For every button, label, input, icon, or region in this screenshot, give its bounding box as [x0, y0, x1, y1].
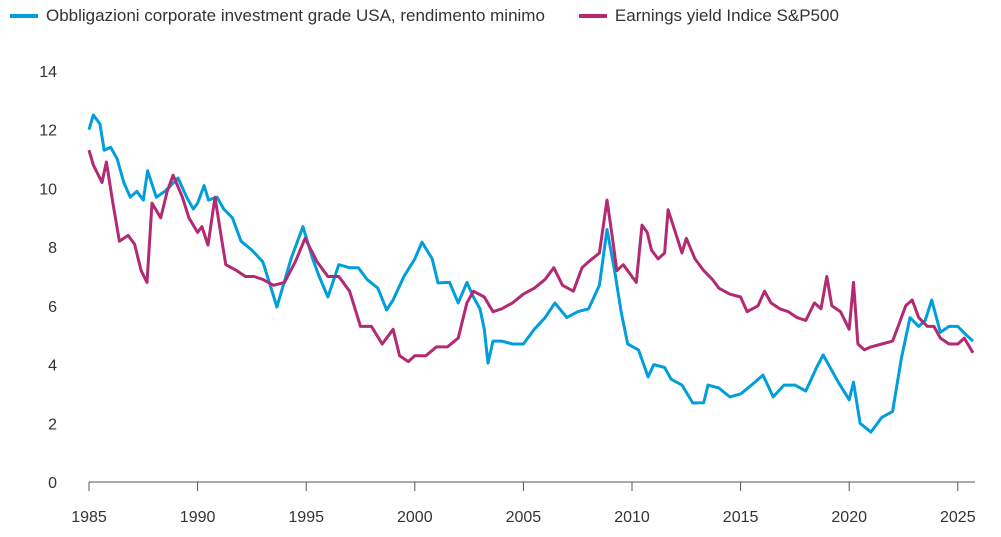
- series-line-sp500-earnings-yield: [87, 149, 975, 364]
- legend-item-earnings-yield: Earnings yield Indice S&P500: [578, 6, 839, 26]
- x-tick-label: 2005: [506, 509, 542, 526]
- x-tick-label: 1995: [288, 509, 324, 526]
- y-tick-label: 4: [48, 358, 57, 375]
- legend-swatch-blue: [10, 14, 38, 18]
- y-tick-label: 0: [48, 475, 57, 492]
- x-tick-label: 1985: [71, 509, 107, 526]
- y-tick-label: 2: [48, 416, 57, 433]
- y-tick-label: 8: [48, 240, 57, 257]
- legend-swatch-magenta: [578, 14, 607, 18]
- y-tick-label: 14: [39, 64, 57, 81]
- x-tick-label: 1990: [180, 509, 216, 526]
- series-line-corporate-bond-yield: [87, 113, 975, 434]
- legend: Obbligazioni corporate investment grade …: [10, 6, 839, 26]
- x-tick-label: 2020: [831, 509, 867, 526]
- x-tick-label: 2025: [940, 509, 976, 526]
- y-tick-label: 12: [39, 123, 57, 140]
- y-tick-label: 10: [39, 181, 57, 198]
- legend-item-corporate-bonds: Obbligazioni corporate investment grade …: [10, 6, 545, 26]
- legend-label: Obbligazioni corporate investment grade …: [46, 6, 545, 25]
- y-tick-label: 6: [48, 299, 57, 316]
- x-tick-label: 2010: [614, 509, 650, 526]
- x-tick-label: 2000: [397, 509, 433, 526]
- legend-label: Earnings yield Indice S&P500: [614, 6, 839, 25]
- x-tick-label: 2015: [723, 509, 759, 526]
